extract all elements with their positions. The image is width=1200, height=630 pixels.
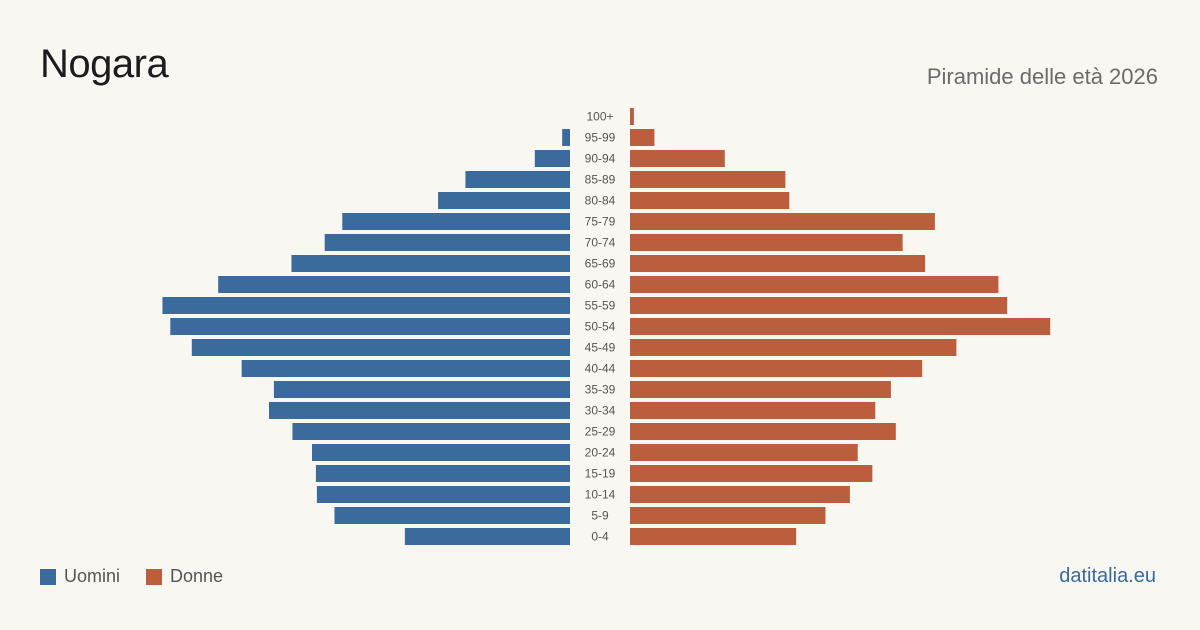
bar-women-70-74 [630,234,903,251]
bar-men-10-14 [316,486,570,503]
bar-women-100+ [630,108,634,125]
legend-item-women: Donne [146,566,223,587]
age-label-50-54: 50-54 [585,320,616,334]
chart-subtitle: Piramide delle età 2026 [926,64,1158,89]
legend-item-men: Uomini [40,566,120,587]
bar-men-55-59 [162,297,570,314]
bar-women-15-19 [630,465,873,482]
age-label-60-64: 60-64 [585,278,616,292]
bar-men-70-74 [324,234,570,251]
age-label-0-4: 0-4 [591,530,609,544]
bar-women-35-39 [630,381,891,398]
bar-men-85-89 [465,171,570,188]
bar-women-40-44 [630,360,923,377]
bar-men-15-19 [315,465,570,482]
bar-women-80-84 [630,192,790,209]
bar-men-95-99 [562,129,570,146]
age-label-25-29: 25-29 [585,425,616,439]
age-label-100+: 100+ [586,110,613,124]
bar-women-25-29 [630,423,896,440]
bar-men-90-94 [534,150,570,167]
bar-women-20-24 [630,444,858,461]
age-label-15-19: 15-19 [585,467,616,481]
age-label-85-89: 85-89 [585,173,616,187]
legend-label-women: Donne [170,566,224,586]
age-label-35-39: 35-39 [585,383,616,397]
bar-men-5-9 [334,507,570,524]
bar-men-40-44 [241,360,571,377]
bar-men-25-29 [292,423,570,440]
bar-women-90-94 [630,150,725,167]
age-label-20-24: 20-24 [585,446,616,460]
age-label-40-44: 40-44 [585,362,616,376]
bar-men-65-69 [291,255,570,272]
bar-women-95-99 [630,129,655,146]
bar-women-55-59 [630,297,1008,314]
legend-label-men: Uomini [64,566,121,586]
legend-swatch-men [40,568,56,585]
bar-women-45-49 [630,339,957,356]
age-label-80-84: 80-84 [585,194,616,208]
age-label-90-94: 90-94 [585,152,616,166]
bar-women-30-34 [630,402,876,419]
age-label-65-69: 65-69 [585,257,616,271]
bar-men-20-24 [312,444,570,461]
bar-men-30-34 [269,402,570,419]
bar-men-80-84 [438,192,570,209]
bar-men-60-64 [218,276,570,293]
brand-link[interactable]: datitalia.eu [1059,565,1156,587]
age-label-55-59: 55-59 [585,299,616,313]
bar-men-50-54 [170,318,570,335]
bar-women-10-14 [630,486,850,503]
bar-women-60-64 [630,276,999,293]
bar-men-45-49 [191,339,570,356]
bar-men-75-79 [342,213,570,230]
age-label-95-99: 95-99 [585,131,616,145]
bar-women-5-9 [630,507,826,524]
age-label-30-34: 30-34 [585,404,616,418]
age-label-10-14: 10-14 [585,488,616,502]
bar-women-85-89 [630,171,786,188]
bar-women-0-4 [630,528,797,545]
age-label-5-9: 5-9 [591,509,609,523]
age-label-45-49: 45-49 [585,341,616,355]
legend-swatch-women [146,568,163,585]
age-label-70-74: 70-74 [585,236,616,250]
bar-women-50-54 [630,318,1051,335]
age-label-75-79: 75-79 [585,215,616,229]
bar-men-0-4 [404,528,570,545]
page-title: Nogara [40,42,169,86]
legend: Uomini Donne [40,566,249,587]
bar-men-35-39 [273,381,570,398]
bar-women-65-69 [630,255,926,272]
bar-women-75-79 [630,213,935,230]
